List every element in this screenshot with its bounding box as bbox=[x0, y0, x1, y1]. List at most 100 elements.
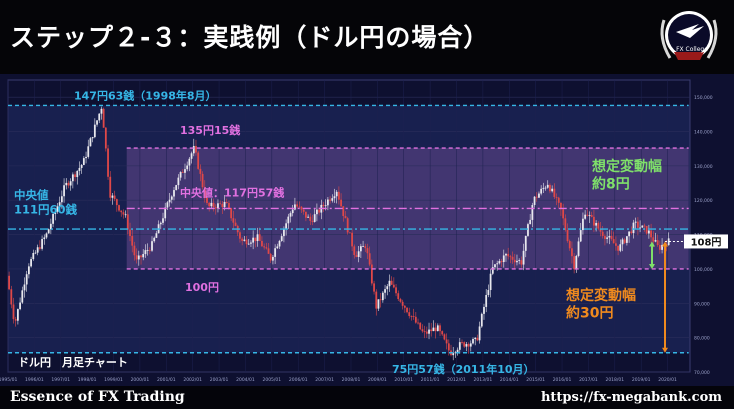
candle-body bbox=[630, 231, 633, 234]
candle-body bbox=[601, 231, 604, 236]
candle-body bbox=[162, 218, 164, 223]
candle-body bbox=[509, 256, 512, 258]
label-upper: 135円15銭 bbox=[180, 123, 240, 137]
candle-body bbox=[608, 236, 611, 238]
x-tick-label: 2005/01 bbox=[262, 377, 281, 383]
candle-body bbox=[582, 218, 584, 231]
candle-body bbox=[151, 241, 153, 251]
candle-body bbox=[626, 236, 628, 243]
x-tick-label: 2018/01 bbox=[605, 377, 624, 383]
candle-body bbox=[615, 243, 617, 246]
candle-body bbox=[505, 253, 507, 256]
page-title: ステップ２-３：実践例（ドル円の場合） bbox=[10, 23, 490, 52]
candle-body bbox=[412, 316, 415, 317]
candle-body bbox=[102, 108, 105, 128]
candle-body bbox=[309, 216, 312, 221]
candle-body bbox=[568, 241, 571, 249]
candle-body bbox=[140, 255, 142, 258]
candle-body bbox=[210, 202, 213, 207]
candle-body bbox=[168, 199, 171, 203]
candle-body bbox=[388, 280, 391, 287]
candle-body bbox=[599, 228, 602, 232]
candle-body bbox=[109, 176, 112, 198]
candle-body bbox=[379, 299, 382, 301]
candle-body bbox=[370, 264, 373, 284]
candle-body bbox=[557, 197, 560, 203]
candle-body bbox=[577, 241, 580, 256]
candle-body bbox=[329, 199, 331, 201]
candle-body bbox=[173, 190, 175, 197]
candles-layer bbox=[8, 106, 670, 361]
candle-body bbox=[571, 248, 573, 257]
label-low: 75円57銭（2011年10月） bbox=[392, 362, 535, 376]
candle-body bbox=[584, 214, 587, 219]
candle-body bbox=[359, 246, 362, 252]
candle-body bbox=[566, 229, 569, 242]
candle-body bbox=[472, 339, 474, 344]
x-tick-label: 2001/01 bbox=[157, 377, 176, 383]
candle-body bbox=[538, 193, 540, 198]
candle-body bbox=[494, 264, 496, 268]
candle-body bbox=[331, 198, 334, 201]
candle-body bbox=[294, 204, 296, 210]
candle-body bbox=[465, 344, 468, 347]
candle-body bbox=[228, 203, 230, 209]
candle-body bbox=[511, 256, 514, 260]
candle-body bbox=[166, 202, 169, 208]
candle-body bbox=[496, 263, 499, 265]
candle-body bbox=[14, 319, 17, 321]
candle-body bbox=[188, 158, 191, 166]
candle-body bbox=[549, 184, 551, 192]
candle-body bbox=[258, 234, 261, 241]
candle-body bbox=[619, 244, 622, 251]
candle-body bbox=[452, 353, 455, 356]
candle-body bbox=[333, 196, 336, 199]
candle-body bbox=[461, 342, 463, 343]
candle-body bbox=[60, 196, 63, 203]
x-tick-label: 2008/01 bbox=[342, 377, 361, 383]
y-tick-label: 90,000 bbox=[694, 301, 710, 307]
x-tick-label: 1995/01 bbox=[0, 377, 17, 383]
candle-body bbox=[643, 225, 646, 227]
candle-body bbox=[243, 239, 246, 241]
candle-body bbox=[78, 167, 81, 171]
candle-body bbox=[142, 254, 145, 258]
candle-body bbox=[419, 322, 422, 330]
candle-body bbox=[434, 327, 437, 332]
candle-body bbox=[513, 259, 516, 263]
candle-body bbox=[234, 222, 237, 226]
candle-body bbox=[623, 239, 626, 243]
candle-body bbox=[43, 237, 46, 240]
x-tick-label: 1997/01 bbox=[51, 377, 70, 383]
candle-body bbox=[564, 218, 567, 230]
candle-body bbox=[155, 233, 158, 238]
candle-body bbox=[531, 205, 534, 220]
candle-body bbox=[203, 187, 206, 198]
y-tick-label: 100,000 bbox=[694, 267, 713, 273]
x-tick-label: 2010/01 bbox=[394, 377, 413, 383]
footer-bar: Essence of FX Trading https://fx-megaban… bbox=[0, 386, 734, 409]
candle-body bbox=[390, 280, 393, 285]
candle-body bbox=[443, 334, 446, 340]
candle-body bbox=[590, 215, 593, 217]
candle-body bbox=[478, 326, 481, 341]
candle-body bbox=[636, 221, 639, 228]
candle-body bbox=[489, 273, 492, 291]
candle-body bbox=[524, 235, 527, 251]
candle-body bbox=[647, 230, 650, 234]
candle-body bbox=[45, 233, 48, 238]
candle-body bbox=[322, 204, 325, 207]
candle-body bbox=[597, 222, 600, 229]
candle-body bbox=[285, 223, 288, 229]
candle-body bbox=[67, 182, 70, 186]
footer-url-link[interactable]: https://fx-megabank.com bbox=[540, 390, 722, 405]
candle-body bbox=[30, 259, 32, 267]
candle-body bbox=[392, 284, 395, 288]
x-tick-label: 2019/01 bbox=[632, 377, 651, 383]
candle-body bbox=[32, 253, 35, 260]
candle-body bbox=[654, 240, 657, 242]
candle-body bbox=[27, 266, 30, 275]
candle-body bbox=[82, 158, 85, 165]
large-range-label: 想定変動幅約30円 bbox=[565, 287, 636, 322]
candle-body bbox=[247, 243, 250, 245]
